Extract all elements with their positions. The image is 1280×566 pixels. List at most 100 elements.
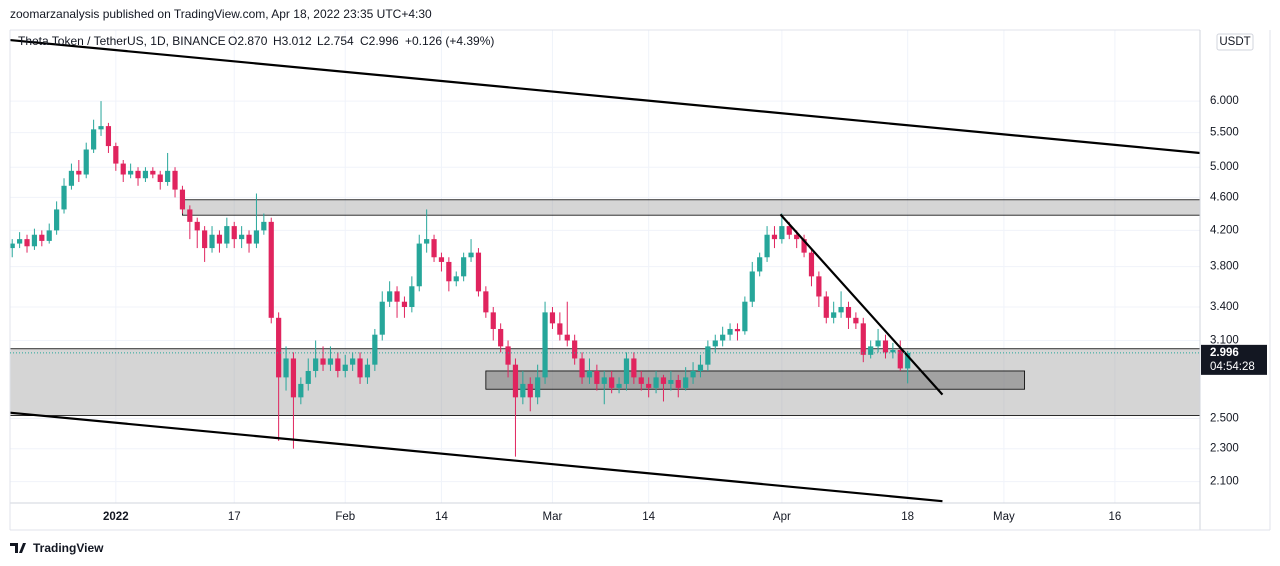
candle-body (187, 209, 193, 222)
candle-body (327, 358, 334, 365)
candle-body (838, 306, 844, 313)
candle-body (453, 276, 459, 282)
x-tick-label: Apr (773, 511, 791, 523)
candle-body (520, 383, 526, 398)
zone (182, 199, 1201, 216)
candle-body (860, 323, 866, 355)
brand: TradingView (33, 541, 104, 555)
candle-body (483, 291, 489, 313)
candle-body (764, 234, 770, 258)
candle-body (868, 346, 874, 355)
zone (485, 370, 1026, 390)
candle-body (697, 364, 704, 371)
candle-body (179, 189, 186, 210)
candle-body (535, 377, 541, 398)
candle-body (690, 370, 696, 378)
candle-body (387, 291, 393, 302)
candle-body (342, 364, 348, 371)
candle-body (498, 328, 504, 347)
candle-body (638, 377, 644, 384)
legend-change: +0.126 (+4.39%) (405, 34, 494, 48)
candle-body (653, 377, 659, 388)
legend-close: C2.996 (360, 34, 399, 48)
candle-body (616, 383, 622, 388)
candle-body (364, 364, 371, 378)
candle-body (157, 174, 163, 182)
candle-body (631, 358, 637, 378)
candle-body (586, 370, 593, 378)
candle-body (290, 358, 297, 398)
candle-body (779, 226, 785, 240)
countdown: 04:54:28 (1210, 361, 1255, 373)
candle-body (17, 239, 23, 244)
candle-body (438, 257, 445, 262)
candle-body (401, 301, 408, 307)
y-tick-label: 2.100 (1210, 476, 1239, 488)
candle-body (808, 252, 815, 277)
candle-body (54, 209, 60, 231)
candle-body (246, 234, 252, 244)
candle-body (527, 383, 533, 398)
footer-logo: TradingView (10, 541, 104, 555)
candle-body (734, 328, 741, 332)
candle-body (660, 377, 667, 384)
currency[interactable]: USDT (1219, 36, 1250, 48)
y-tick-label: 6.000 (1210, 95, 1239, 107)
legend-low: L2.754 (317, 34, 354, 48)
candle-body (313, 358, 319, 371)
candle-body (609, 377, 615, 388)
candle-body (91, 129, 97, 150)
candle-body (720, 334, 726, 341)
candle-body (461, 257, 467, 277)
candle-body (268, 221, 274, 318)
candle-body (905, 352, 911, 369)
candle-body (231, 226, 237, 240)
trend-line (9, 411, 943, 503)
candle-body (512, 364, 519, 398)
candle-body (194, 221, 200, 231)
legend-open: O2.870 (228, 34, 268, 48)
candle-body (120, 163, 126, 175)
candle-body (350, 358, 356, 365)
candle-body (68, 170, 75, 186)
candle-body (253, 230, 260, 244)
candle-body (897, 349, 903, 369)
candle-body (794, 234, 800, 240)
candle-body (98, 126, 104, 130)
candle-body (224, 226, 230, 244)
candle-body (379, 301, 385, 335)
candle-body (165, 170, 171, 182)
candle-body (542, 312, 548, 378)
logo-icon (10, 543, 26, 553)
candle-body (216, 234, 223, 244)
candle-body (475, 252, 482, 292)
candle-body (668, 379, 674, 384)
candle-body (742, 301, 748, 332)
trend-line (779, 213, 944, 396)
y-tick-label: 4.600 (1210, 191, 1239, 203)
x-tick-label: Mar (543, 511, 563, 523)
candle-body (31, 234, 38, 247)
candle-body (771, 234, 778, 240)
candle-body (579, 358, 585, 378)
x-tick-label: 14 (435, 511, 448, 523)
candle-body (890, 349, 896, 353)
candle-body (646, 383, 652, 388)
y-tick-label: 5.000 (1210, 161, 1239, 173)
candle-body (261, 221, 267, 231)
candle-body (468, 252, 474, 258)
trend-line (9, 38, 1201, 155)
x-tick-label: 17 (228, 511, 241, 523)
candle-body (572, 340, 578, 359)
candle-body (320, 358, 326, 365)
y-tick-label: 3.800 (1210, 261, 1239, 273)
y-tick-label: 4.200 (1210, 224, 1239, 236)
x-tick-label: May (993, 511, 1015, 523)
candle-body (283, 358, 289, 378)
candle-body (24, 239, 30, 247)
candle-body (135, 170, 141, 179)
y-tick-label: 3.400 (1210, 301, 1239, 313)
x-tick-label: 18 (901, 511, 914, 523)
currency-button[interactable] (1216, 33, 1254, 51)
